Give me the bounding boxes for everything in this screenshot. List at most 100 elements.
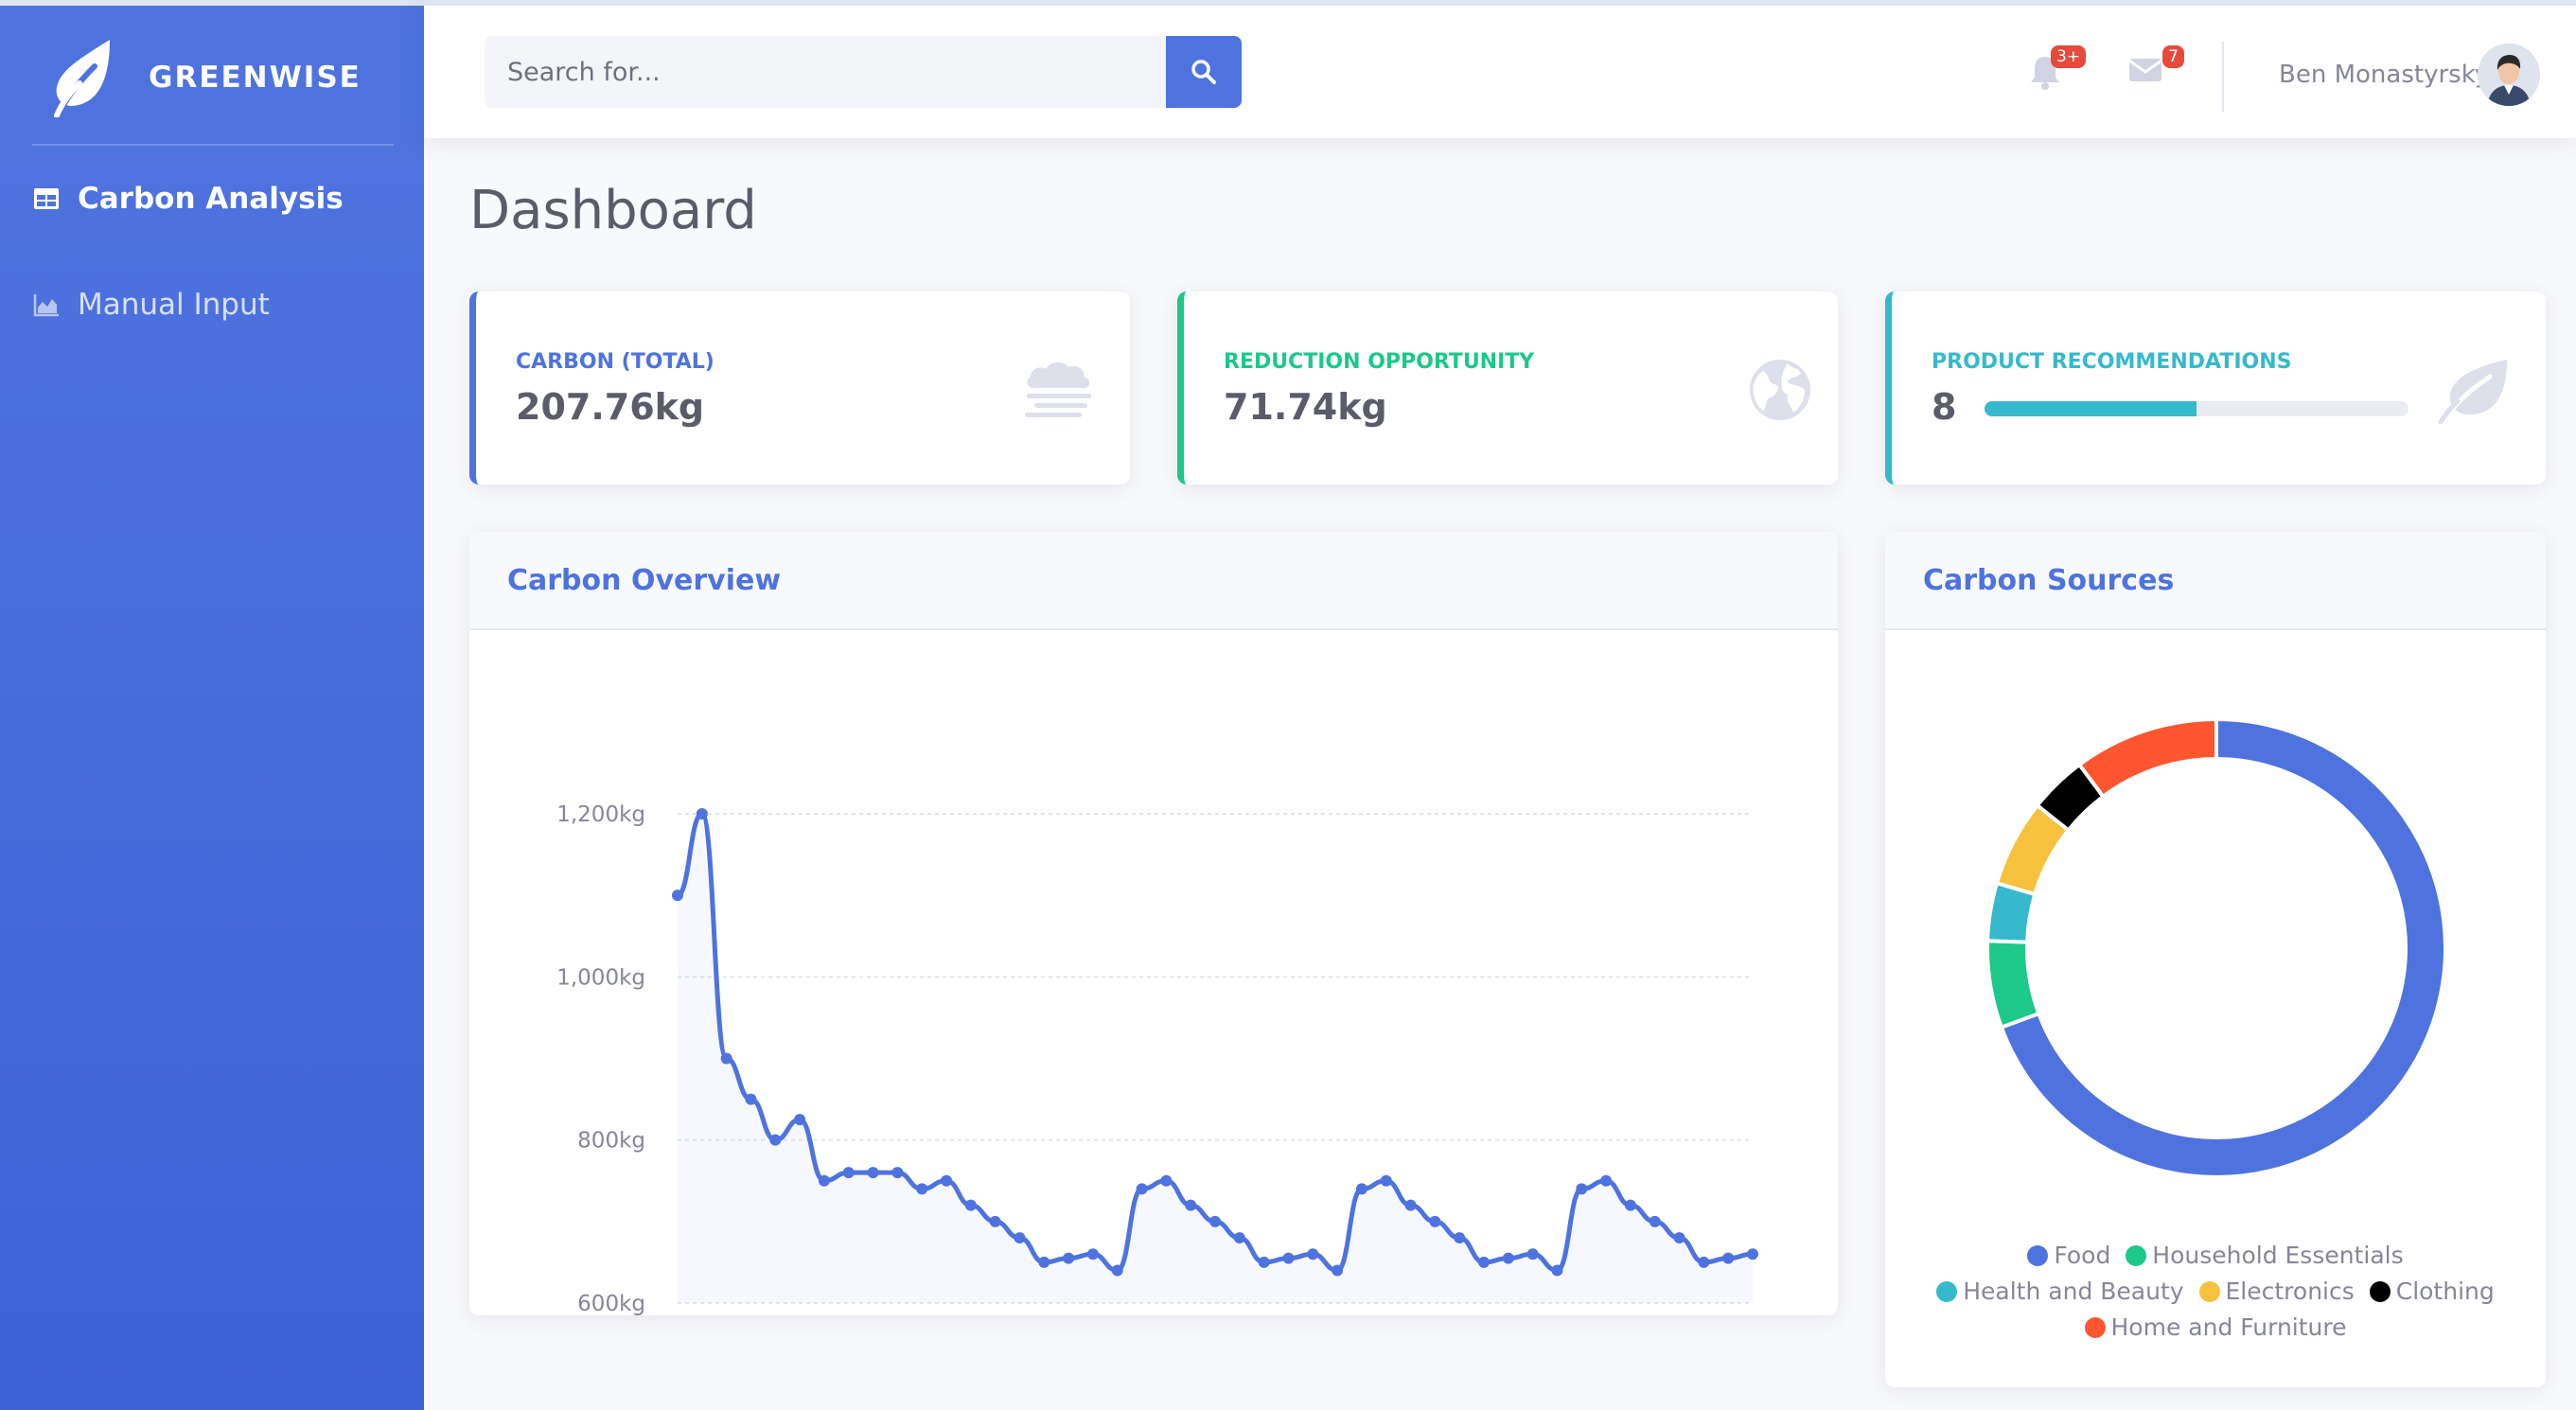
stat-card-product-recommendations: Product Recommendations 8 bbox=[1885, 291, 2546, 485]
data-point[interactable] bbox=[1258, 1256, 1270, 1268]
data-point[interactable] bbox=[916, 1183, 928, 1195]
chart-legend: Food Household Essentials Health and Bea… bbox=[1923, 1238, 2508, 1346]
data-point[interactable] bbox=[1551, 1264, 1563, 1277]
data-point[interactable] bbox=[1355, 1183, 1367, 1195]
alerts-button[interactable]: 3+ bbox=[2029, 45, 2086, 95]
data-point[interactable] bbox=[1404, 1199, 1417, 1211]
data-point[interactable] bbox=[1747, 1248, 1758, 1260]
pie-slice[interactable] bbox=[1985, 939, 2041, 1031]
page-title: Dashboard bbox=[469, 180, 757, 241]
search-bar bbox=[485, 36, 1242, 108]
data-point[interactable] bbox=[1209, 1215, 1221, 1227]
data-point[interactable] bbox=[1014, 1232, 1026, 1244]
data-point[interactable] bbox=[1624, 1199, 1636, 1211]
data-point[interactable] bbox=[1063, 1252, 1075, 1264]
topbar: 3+ 7 Ben Monastyrsky bbox=[424, 0, 2576, 138]
data-point[interactable] bbox=[1649, 1215, 1661, 1227]
stat-value: 71.74kg bbox=[1224, 386, 1387, 428]
data-point[interactable] bbox=[964, 1199, 977, 1211]
data-point[interactable] bbox=[867, 1167, 879, 1179]
legend-label: Electronics bbox=[2225, 1278, 2355, 1305]
data-point[interactable] bbox=[1086, 1248, 1099, 1260]
pie-slice[interactable] bbox=[1999, 716, 2447, 1179]
progress-fill bbox=[1985, 401, 2197, 416]
data-point[interactable] bbox=[1698, 1256, 1710, 1268]
stat-card-carbon-total: Carbon (Total) 207.76kg bbox=[469, 291, 1130, 485]
pie-slice[interactable] bbox=[2076, 716, 2218, 800]
card-title: Carbon Overview bbox=[507, 564, 782, 597]
data-point[interactable] bbox=[769, 1134, 782, 1146]
messages-button[interactable]: 7 bbox=[2127, 45, 2184, 95]
legend-item[interactable]: Household Essentials bbox=[2126, 1238, 2404, 1274]
user-name[interactable]: Ben Monastyrsky bbox=[2279, 61, 2490, 89]
sidebar-item-label: Manual Input bbox=[78, 288, 270, 322]
data-point[interactable] bbox=[1233, 1232, 1245, 1244]
data-point[interactable] bbox=[1111, 1264, 1123, 1277]
data-point[interactable] bbox=[745, 1093, 757, 1105]
legend-item[interactable]: Food bbox=[2027, 1238, 2110, 1274]
card-header: Carbon Sources bbox=[1885, 532, 2546, 630]
sidebar-item-carbon-analysis[interactable]: Carbon Analysis bbox=[32, 170, 344, 227]
y-tick-label: 1,200kg bbox=[556, 802, 645, 827]
data-point[interactable] bbox=[1673, 1232, 1685, 1244]
data-point[interactable] bbox=[842, 1167, 855, 1179]
series-area bbox=[678, 814, 1753, 1303]
data-point[interactable] bbox=[891, 1167, 904, 1179]
data-point[interactable] bbox=[1185, 1199, 1197, 1211]
data-point[interactable] bbox=[1282, 1252, 1295, 1264]
data-point[interactable] bbox=[794, 1114, 806, 1126]
legend-label: Food bbox=[2054, 1242, 2111, 1269]
user-avatar-icon bbox=[2478, 44, 2540, 106]
sidebar-item-manual-input[interactable]: Manual Input bbox=[32, 276, 270, 333]
data-point[interactable] bbox=[1307, 1248, 1319, 1260]
legend-swatch bbox=[1936, 1281, 1958, 1302]
card-title: Carbon Sources bbox=[1923, 564, 2175, 597]
legend-label: Clothing bbox=[2395, 1278, 2495, 1305]
data-point[interactable] bbox=[1454, 1232, 1466, 1244]
sidebar-item-label: Carbon Analysis bbox=[78, 182, 344, 216]
stat-value: 8 bbox=[1932, 386, 1957, 428]
search-button[interactable] bbox=[1166, 36, 1242, 108]
carbon-sources-chart bbox=[1985, 716, 2447, 1179]
data-point[interactable] bbox=[941, 1174, 952, 1187]
carbon-overview-card: Carbon Overview 600kg 800kg 1,000kg 1,200kg… bbox=[469, 532, 1838, 1315]
stat-label: Product Recommendations bbox=[1932, 350, 2292, 374]
search-input[interactable] bbox=[485, 36, 1166, 108]
card-header: Carbon Overview bbox=[469, 532, 1838, 630]
legend-item[interactable]: Electronics bbox=[2198, 1274, 2355, 1310]
legend-swatch bbox=[2369, 1281, 2391, 1302]
leaf-icon bbox=[2438, 360, 2507, 425]
legend-item[interactable]: Clothing bbox=[2369, 1274, 2495, 1310]
stat-label: Reduction Opportunity bbox=[1224, 350, 1535, 374]
data-point[interactable] bbox=[1478, 1256, 1490, 1268]
smog-icon bbox=[1025, 361, 1091, 417]
data-point[interactable] bbox=[1502, 1252, 1514, 1264]
sidebar-divider bbox=[32, 144, 394, 146]
data-point[interactable] bbox=[1722, 1252, 1735, 1264]
carbon-sources-card: Carbon Sources Food Household Essentials… bbox=[1885, 532, 2546, 1387]
data-point[interactable] bbox=[1332, 1264, 1344, 1277]
data-point[interactable] bbox=[1160, 1174, 1173, 1187]
recommendations-progress-bar bbox=[1985, 401, 2408, 416]
data-point[interactable] bbox=[1136, 1183, 1148, 1195]
data-point[interactable] bbox=[1600, 1174, 1613, 1187]
brand[interactable]: GREENWISE bbox=[0, 11, 424, 142]
data-point[interactable] bbox=[1526, 1248, 1539, 1260]
legend-item[interactable]: Home and Furniture bbox=[2084, 1310, 2347, 1346]
data-point[interactable] bbox=[818, 1174, 830, 1187]
data-point[interactable] bbox=[1038, 1256, 1050, 1268]
data-point[interactable] bbox=[672, 890, 683, 902]
messages-count-badge: 7 bbox=[2162, 45, 2184, 68]
legend-item[interactable]: Health and Beauty bbox=[1936, 1274, 2184, 1310]
data-point[interactable] bbox=[696, 808, 708, 820]
legend-swatch bbox=[2084, 1317, 2106, 1338]
stat-label: Carbon (Total) bbox=[516, 350, 715, 374]
data-point[interactable] bbox=[720, 1052, 732, 1065]
avatar[interactable] bbox=[2478, 44, 2540, 106]
data-point[interactable] bbox=[1576, 1183, 1588, 1195]
carbon-overview-chart: 600kg800kg1,000kg1,200kgJanFebMarAprMayJ… bbox=[556, 802, 1758, 1315]
data-point[interactable] bbox=[989, 1215, 1001, 1227]
data-point[interactable] bbox=[1429, 1215, 1441, 1227]
data-point[interactable] bbox=[1380, 1174, 1392, 1187]
legend-label: Health and Beauty bbox=[1963, 1278, 2184, 1305]
